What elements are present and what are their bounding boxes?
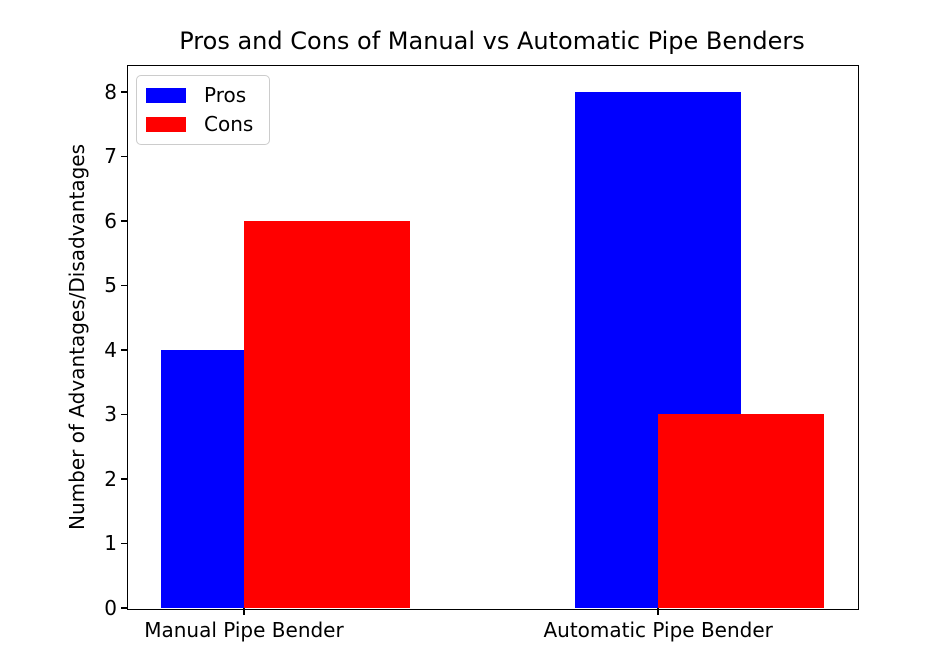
y-tick-label-1: 1 <box>104 531 117 556</box>
y-tick-label-7: 7 <box>104 144 117 169</box>
x-tick-mark-automatic-pipe-bender <box>657 608 659 615</box>
y-tick-mark-2 <box>121 478 128 480</box>
legend: Pros Cons <box>136 75 271 145</box>
y-tick-label-6: 6 <box>104 208 117 233</box>
y-tick-mark-7 <box>121 155 128 158</box>
legend-label-cons: Cons <box>204 112 254 136</box>
legend-swatch-cons <box>146 117 186 132</box>
y-tick-label-2: 2 <box>104 466 117 491</box>
legend-swatch-pros <box>146 88 186 103</box>
y-tick-label-5: 5 <box>104 273 117 298</box>
legend-item-pros: Pros <box>146 85 253 106</box>
y-tick-label-8: 8 <box>104 79 117 104</box>
x-tick-label-automatic-pipe-bender: Automatic Pipe Bender <box>543 618 773 642</box>
y-tick-mark-3 <box>121 413 128 416</box>
y-tick-mark-4 <box>121 349 128 351</box>
legend-label-pros: Pros <box>204 83 247 107</box>
x-tick-mark-manual-pipe-bender <box>243 608 245 615</box>
y-tick-label-3: 3 <box>104 402 117 427</box>
plot-frame <box>126 64 859 610</box>
legend-item-cons: Cons <box>146 114 253 135</box>
y-tick-mark-8 <box>121 91 128 93</box>
y-tick-mark-1 <box>121 542 128 545</box>
chart-title: Pros and Cons of Manual vs Automatic Pip… <box>179 27 805 55</box>
y-tick-mark-5 <box>121 284 128 287</box>
bar-cons-automatic-pipe-bender <box>658 414 824 608</box>
y-tick-label-4: 4 <box>104 337 117 362</box>
x-tick-label-manual-pipe-bender: Manual Pipe Bender <box>144 618 344 642</box>
y-tick-mark-0 <box>121 607 128 609</box>
bar-cons-manual-pipe-bender <box>243 220 410 608</box>
bars-layer <box>128 66 857 608</box>
y-tick-mark-6 <box>121 220 128 222</box>
y-tick-label-0: 0 <box>104 596 117 620</box>
